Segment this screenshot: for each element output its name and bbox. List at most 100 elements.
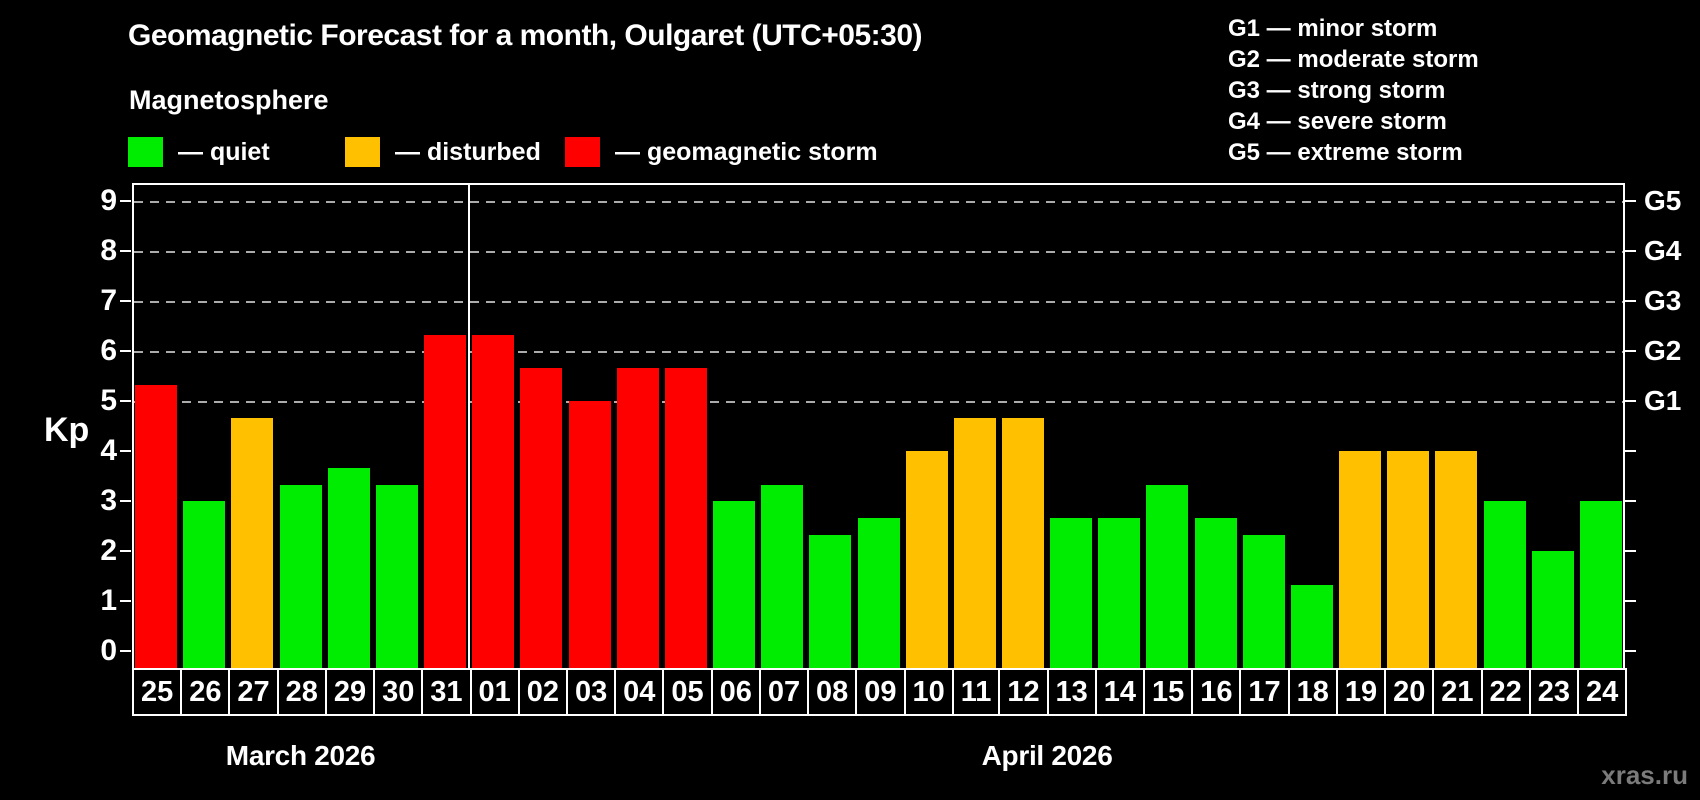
page-title: Geomagnetic Forecast for a month, Oulgar…	[128, 19, 923, 52]
kp-bar-25	[135, 384, 178, 668]
kp-tick-label-5: 5	[100, 384, 117, 417]
kp-tick-right-3	[1625, 500, 1636, 502]
date-cell-06: 06	[710, 668, 761, 716]
kp-bar-12	[1001, 417, 1044, 668]
date-cell-27: 27	[228, 668, 279, 716]
kp-bar-13	[1050, 517, 1093, 668]
kp-tick-right-7	[1625, 300, 1636, 302]
date-cell-11: 11	[951, 668, 1001, 716]
date-cell-03: 03	[565, 668, 617, 716]
legend-label-storm: — geomagnetic storm	[615, 137, 878, 166]
grid-line-kp6	[134, 351, 1623, 353]
kp-tick-left-0	[120, 650, 131, 652]
kp-tick-right-0	[1625, 650, 1636, 652]
kp-tick-label-7: 7	[100, 284, 117, 317]
kp-tick-label-2: 2	[100, 534, 117, 567]
kp-tick-label-0: 0	[100, 634, 117, 667]
date-cell-01: 01	[469, 668, 520, 716]
legend-item-quiet: — quiet	[128, 135, 270, 169]
kp-bar-04	[616, 367, 659, 668]
kp-bar-19	[1339, 451, 1382, 668]
kp-tick-right-9	[1625, 200, 1636, 202]
date-cell-04: 04	[614, 668, 665, 716]
kp-bar-31	[424, 334, 467, 668]
disturbed-swatch	[345, 137, 380, 167]
kp-bar-03	[568, 401, 611, 668]
state-legend: — quiet — disturbed — geomagnetic storm	[0, 135, 1700, 169]
kp-bar-30	[375, 484, 418, 668]
legend-item-storm: — geomagnetic storm	[565, 135, 878, 169]
kp-bar-20	[1387, 451, 1430, 668]
g-legend-line-4: G4 — severe storm	[1228, 108, 1447, 135]
kp-tick-left-7	[120, 300, 131, 302]
grid-line-kp7	[134, 301, 1623, 303]
kp-bar-06	[713, 501, 756, 668]
kp-bar-24	[1579, 501, 1622, 668]
kp-tick-right-6	[1625, 350, 1636, 352]
kp-tick-label-4: 4	[100, 434, 117, 467]
kp-tick-label-1: 1	[100, 584, 117, 617]
date-cell-22: 22	[1480, 668, 1531, 716]
kp-bar-01	[472, 334, 515, 668]
date-cell-23: 23	[1528, 668, 1579, 716]
date-cell-05: 05	[662, 668, 713, 716]
date-cell-10: 10	[903, 668, 954, 716]
kp-tick-right-5	[1625, 400, 1636, 402]
date-cell-19: 19	[1335, 668, 1387, 716]
date-cell-18: 18	[1287, 668, 1338, 716]
date-cell-31: 31	[421, 668, 472, 716]
kp-tick-left-6	[120, 350, 131, 352]
date-cell-28: 28	[276, 668, 327, 716]
kp-tick-right-4	[1625, 450, 1636, 452]
g-scale-legend: G1 — minor storm G2 — moderate storm G3 — …	[1228, 13, 1479, 168]
kp-bar-21	[1435, 451, 1478, 668]
kp-bar-10	[905, 451, 948, 668]
kp-tick-right-1	[1625, 600, 1636, 602]
kp-tick-right-8	[1625, 250, 1636, 252]
g-legend-line-1: G1 — minor storm	[1228, 15, 1438, 42]
kp-bar-29	[327, 467, 370, 668]
storm-swatch	[565, 137, 600, 167]
date-cell-24: 24	[1576, 668, 1628, 716]
quiet-swatch	[128, 137, 163, 167]
kp-tick-left-9	[120, 200, 131, 202]
g-tick-label-G5: G5	[1644, 185, 1682, 216]
kp-tick-left-5	[120, 400, 131, 402]
date-cell-16: 16	[1191, 668, 1242, 716]
x-axis-date-row: 25 26 27 28 29 30 31 01 02 03 04 05 06 07 08 09 10 11 12 13…	[132, 668, 1628, 716]
kp-bar-26	[183, 501, 226, 668]
kp-tick-right-2	[1625, 550, 1636, 552]
kp-tick-label-3: 3	[100, 484, 117, 517]
g-legend-line-2: G2 — moderate storm	[1228, 46, 1479, 73]
g-tick-label-G4: G4	[1644, 235, 1682, 266]
date-cell-29: 29	[324, 668, 376, 716]
g-tick-label-G2: G2	[1644, 335, 1682, 366]
kp-bar-22	[1483, 501, 1526, 668]
watermark: xras.ru	[1601, 760, 1688, 790]
kp-tick-label-6: 6	[100, 334, 117, 367]
y-axis-label: Kp	[44, 411, 90, 449]
date-cell-08: 08	[807, 668, 858, 716]
legend-item-disturbed: — disturbed	[345, 135, 541, 169]
legend-label-quiet: — quiet	[178, 137, 270, 166]
grid-line-kp5	[134, 401, 1623, 403]
grid-line-kp8	[134, 251, 1623, 253]
date-cell-26: 26	[180, 668, 231, 716]
date-cell-15: 15	[1143, 668, 1194, 716]
date-cell-30: 30	[373, 668, 424, 716]
grid-line-kp9	[134, 201, 1623, 203]
date-cell-14: 14	[1094, 668, 1145, 716]
date-cell-02: 02	[517, 668, 568, 716]
legend-label-disturbed: — disturbed	[395, 137, 541, 166]
plot-area	[132, 183, 1625, 668]
kp-bar-28	[279, 484, 322, 668]
g-tick-label-G3: G3	[1644, 285, 1682, 316]
kp-tick-left-2	[120, 550, 131, 552]
g-legend-line-5: G5 — extreme storm	[1228, 139, 1463, 166]
kp-bar-14	[1098, 517, 1141, 668]
magnetosphere-subtitle: Magnetosphere	[129, 85, 329, 115]
kp-tick-left-8	[120, 250, 131, 252]
kp-tick-left-4	[120, 450, 131, 452]
kp-bar-23	[1531, 551, 1574, 668]
